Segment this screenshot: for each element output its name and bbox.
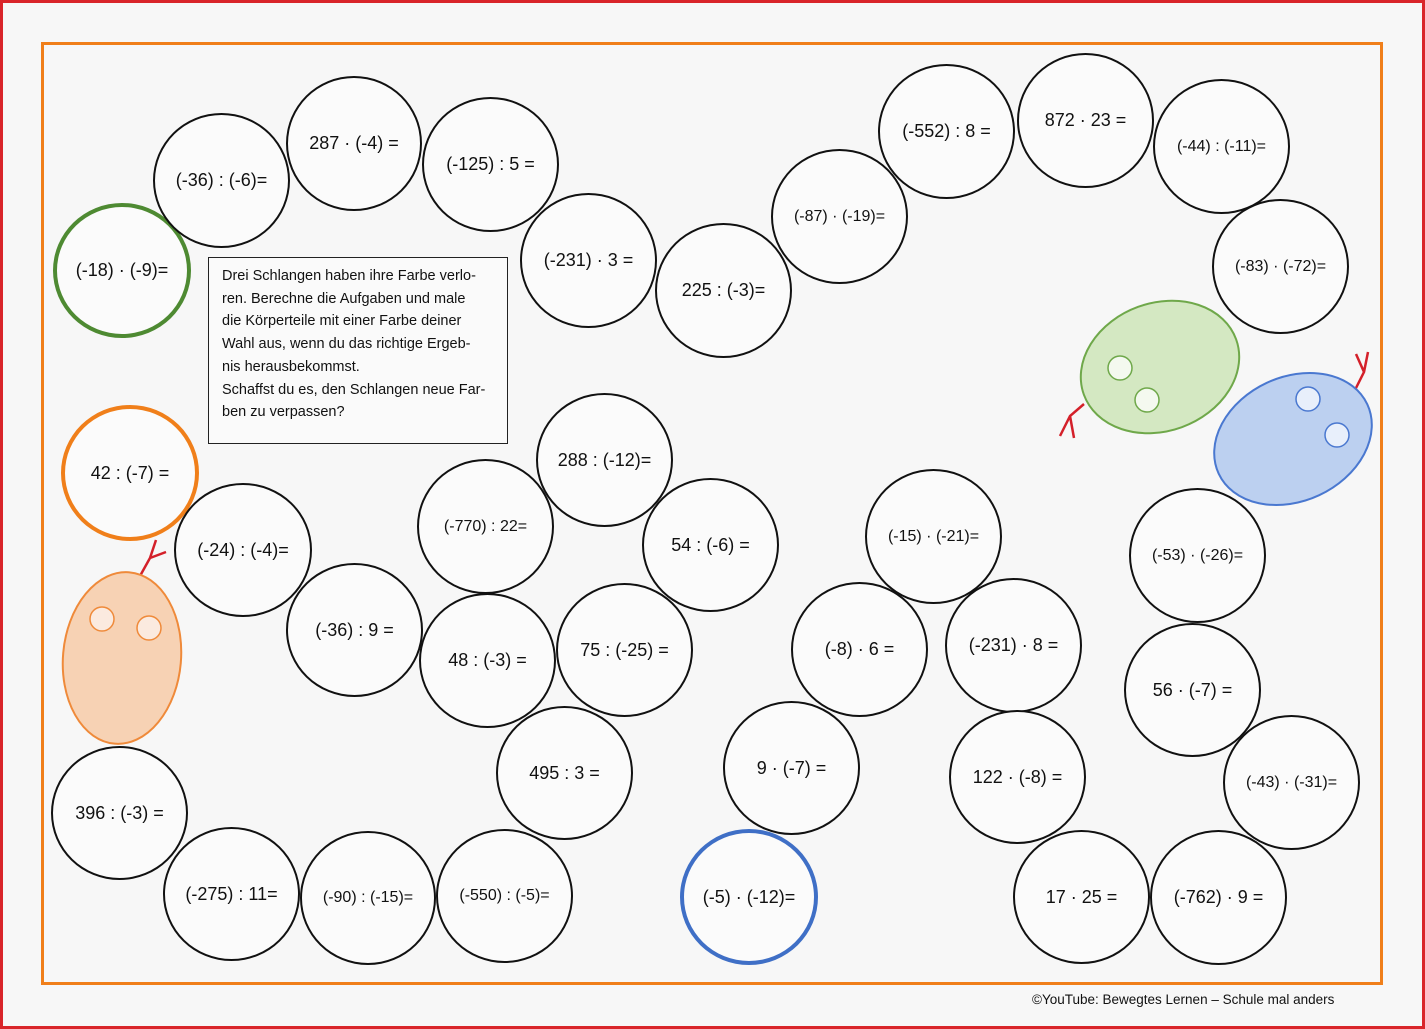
worksheet-frame	[41, 42, 1383, 985]
task-circle: 56 · (-7) =	[1124, 623, 1261, 757]
task-circle: (-8) · 6 =	[791, 582, 928, 717]
copyright-notice: ©YouTube: Bewegtes Lernen – Schule mal a…	[1032, 992, 1335, 1007]
task-circle: (-275) : 11=	[163, 827, 300, 961]
task-circle: (-125) : 5 =	[422, 97, 559, 232]
task-circle-orange-head: 42 : (-7) =	[61, 405, 199, 541]
task-circle: 495 : 3 =	[496, 706, 633, 840]
task-circle: (-231) · 3 =	[520, 193, 657, 328]
task-circle-blue-head: (-5) · (-12)=	[680, 829, 818, 965]
instructions-question: Schaffst du es, den Schlangen neue Far- …	[222, 381, 486, 421]
task-circle-green-head: (-18) · (-9)=	[53, 203, 191, 338]
task-circle: 9 · (-7) =	[723, 701, 860, 835]
task-circle: (-762) · 9 =	[1150, 830, 1287, 965]
task-circle: (-43) · (-31)=	[1223, 715, 1360, 850]
task-circle: (-550) : (-5)=	[436, 829, 573, 963]
orange-snake-head	[61, 539, 183, 745]
task-circle: 396 : (-3) =	[51, 746, 188, 880]
task-circle: (-90) : (-15)=	[300, 831, 436, 965]
task-circle: 122 · (-8) =	[949, 710, 1086, 844]
task-circle: 225 : (-3)=	[655, 223, 792, 358]
instructions-text: Drei Schlangen haben ihre Farbe verlo- r…	[222, 268, 476, 375]
task-circle: (-87) · (-19)=	[771, 149, 908, 284]
task-circle: 17 · 25 =	[1013, 830, 1150, 964]
task-circle: (-83) · (-72)=	[1212, 199, 1349, 334]
green-snake-head	[1058, 299, 1241, 439]
task-circle: 287 · (-4) =	[286, 76, 422, 211]
task-circle: (-24) : (-4)=	[174, 483, 312, 617]
task-circle: (-36) : 9 =	[286, 563, 423, 697]
task-circle: (-53) · (-26)=	[1129, 488, 1266, 623]
task-circle: (-15) · (-21)=	[865, 469, 1002, 604]
task-circle: (-231) · 8 =	[945, 578, 1082, 713]
task-circle: 872 · 23 =	[1017, 53, 1154, 188]
task-circle: 54 : (-6) =	[642, 478, 779, 612]
task-circle: 288 : (-12)=	[536, 393, 673, 527]
blue-snake-head	[1213, 351, 1373, 507]
task-circle: (-36) : (-6)=	[153, 113, 290, 248]
instructions-box: Drei Schlangen haben ihre Farbe verlo- r…	[208, 257, 508, 444]
task-circle: 75 : (-25) =	[556, 583, 693, 717]
task-circle: (-770) : 22=	[417, 459, 554, 594]
task-circle: 48 : (-3) =	[419, 593, 556, 728]
task-circle: (-552) : 8 =	[878, 64, 1015, 199]
task-circle: (-44) : (-11)=	[1153, 79, 1290, 214]
